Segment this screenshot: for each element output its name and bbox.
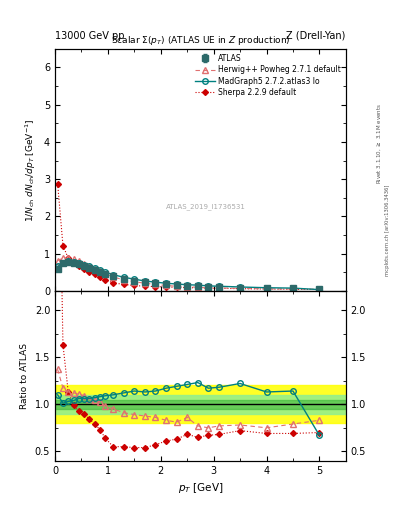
Herwig++ Powheg 2.7.1 default (92, 266, 97, 272)
MadGraph5 2.7.2.atlas3 lo (174, 281, 179, 287)
Sherpa 2.2.9 default (206, 285, 211, 291)
Sherpa 2.2.9 default (290, 286, 295, 292)
Sherpa 2.2.9 default (92, 271, 97, 278)
Herwig++ Powheg 2.7.1 default (143, 280, 147, 286)
Sherpa 2.2.9 default (317, 286, 322, 292)
Sherpa 2.2.9 default (66, 255, 71, 261)
MadGraph5 2.7.2.atlas3 lo (317, 287, 322, 293)
MadGraph5 2.7.2.atlas3 lo (164, 280, 169, 286)
Text: Rivet 3.1.10, $\geq$ 3.1M events: Rivet 3.1.10, $\geq$ 3.1M events (375, 103, 383, 184)
Line: Herwig++ Powheg 2.7.1 default: Herwig++ Powheg 2.7.1 default (55, 255, 322, 292)
Line: Sherpa 2.2.9 default: Sherpa 2.2.9 default (55, 182, 321, 292)
Text: Z (Drell-Yan): Z (Drell-Yan) (286, 31, 346, 41)
Sherpa 2.2.9 default (111, 280, 116, 286)
Y-axis label: Ratio to ATLAS: Ratio to ATLAS (20, 343, 29, 409)
MadGraph5 2.7.2.atlas3 lo (111, 271, 116, 278)
Y-axis label: $1/N_\mathrm{ch}\;dN_\mathrm{ch}/dp_T\;[\mathrm{GeV}^{-1}]$: $1/N_\mathrm{ch}\;dN_\mathrm{ch}/dp_T\;[… (24, 118, 39, 222)
MadGraph5 2.7.2.atlas3 lo (55, 263, 60, 269)
MadGraph5 2.7.2.atlas3 lo (206, 283, 211, 289)
Herwig++ Powheg 2.7.1 default (61, 255, 65, 261)
Herwig++ Powheg 2.7.1 default (317, 286, 322, 292)
Sherpa 2.2.9 default (132, 283, 137, 289)
MadGraph5 2.7.2.atlas3 lo (290, 285, 295, 291)
Herwig++ Powheg 2.7.1 default (153, 281, 158, 287)
MadGraph5 2.7.2.atlas3 lo (103, 269, 108, 275)
MadGraph5 2.7.2.atlas3 lo (66, 258, 71, 264)
Herwig++ Powheg 2.7.1 default (206, 285, 211, 291)
Herwig++ Powheg 2.7.1 default (82, 261, 86, 267)
Text: 13000 GeV pp: 13000 GeV pp (55, 31, 125, 41)
MadGraph5 2.7.2.atlas3 lo (71, 259, 76, 265)
Herwig++ Powheg 2.7.1 default (195, 284, 200, 290)
MadGraph5 2.7.2.atlas3 lo (185, 282, 189, 288)
MadGraph5 2.7.2.atlas3 lo (77, 260, 81, 266)
Sherpa 2.2.9 default (153, 284, 158, 290)
MadGraph5 2.7.2.atlas3 lo (132, 276, 137, 282)
MadGraph5 2.7.2.atlas3 lo (92, 265, 97, 271)
X-axis label: $p_T$ [GeV]: $p_T$ [GeV] (178, 481, 223, 495)
MadGraph5 2.7.2.atlas3 lo (217, 283, 221, 289)
Herwig++ Powheg 2.7.1 default (103, 271, 108, 277)
Title: Scalar $\Sigma(p_T)$ (ATLAS UE in $Z$ production): Scalar $\Sigma(p_T)$ (ATLAS UE in $Z$ pr… (111, 34, 290, 47)
Sherpa 2.2.9 default (71, 260, 76, 266)
Sherpa 2.2.9 default (61, 243, 65, 249)
MadGraph5 2.7.2.atlas3 lo (97, 267, 102, 273)
Text: mcplots.cern.ch [arXiv:1306.3436]: mcplots.cern.ch [arXiv:1306.3436] (385, 185, 389, 276)
Sherpa 2.2.9 default (195, 285, 200, 291)
MadGraph5 2.7.2.atlas3 lo (195, 282, 200, 288)
Sherpa 2.2.9 default (82, 266, 86, 272)
Herwig++ Powheg 2.7.1 default (71, 257, 76, 263)
Sherpa 2.2.9 default (238, 286, 242, 292)
Sherpa 2.2.9 default (97, 274, 102, 280)
MadGraph5 2.7.2.atlas3 lo (143, 278, 147, 284)
Sherpa 2.2.9 default (174, 284, 179, 290)
Herwig++ Powheg 2.7.1 default (121, 277, 126, 283)
MadGraph5 2.7.2.atlas3 lo (153, 279, 158, 285)
Herwig++ Powheg 2.7.1 default (238, 285, 242, 291)
Herwig++ Powheg 2.7.1 default (174, 283, 179, 289)
Sherpa 2.2.9 default (217, 285, 221, 291)
MadGraph5 2.7.2.atlas3 lo (264, 285, 269, 291)
Sherpa 2.2.9 default (87, 269, 92, 275)
Herwig++ Powheg 2.7.1 default (55, 258, 60, 264)
Sherpa 2.2.9 default (264, 286, 269, 292)
Herwig++ Powheg 2.7.1 default (290, 286, 295, 292)
Herwig++ Powheg 2.7.1 default (77, 258, 81, 264)
Herwig++ Powheg 2.7.1 default (111, 274, 116, 280)
MadGraph5 2.7.2.atlas3 lo (82, 262, 86, 268)
Herwig++ Powheg 2.7.1 default (66, 255, 71, 261)
Herwig++ Powheg 2.7.1 default (132, 279, 137, 285)
Line: MadGraph5 2.7.2.atlas3 lo: MadGraph5 2.7.2.atlas3 lo (55, 259, 322, 292)
MadGraph5 2.7.2.atlas3 lo (121, 274, 126, 281)
Herwig++ Powheg 2.7.1 default (164, 283, 169, 289)
Herwig++ Powheg 2.7.1 default (87, 263, 92, 269)
Sherpa 2.2.9 default (77, 263, 81, 269)
Herwig++ Powheg 2.7.1 default (97, 268, 102, 274)
MadGraph5 2.7.2.atlas3 lo (61, 260, 65, 266)
Sherpa 2.2.9 default (185, 285, 189, 291)
Sherpa 2.2.9 default (164, 284, 169, 290)
MadGraph5 2.7.2.atlas3 lo (87, 263, 92, 269)
Sherpa 2.2.9 default (143, 283, 147, 289)
Sherpa 2.2.9 default (55, 181, 60, 187)
Herwig++ Powheg 2.7.1 default (217, 285, 221, 291)
Legend: ATLAS, Herwig++ Powheg 2.7.1 default, MadGraph5 2.7.2.atlas3 lo, Sherpa 2.2.9 de: ATLAS, Herwig++ Powheg 2.7.1 default, Ma… (194, 52, 342, 98)
Sherpa 2.2.9 default (121, 281, 126, 287)
MadGraph5 2.7.2.atlas3 lo (238, 284, 242, 290)
Herwig++ Powheg 2.7.1 default (264, 286, 269, 292)
Herwig++ Powheg 2.7.1 default (185, 284, 189, 290)
Sherpa 2.2.9 default (103, 277, 108, 283)
Text: ATLAS_2019_I1736531: ATLAS_2019_I1736531 (166, 203, 246, 209)
